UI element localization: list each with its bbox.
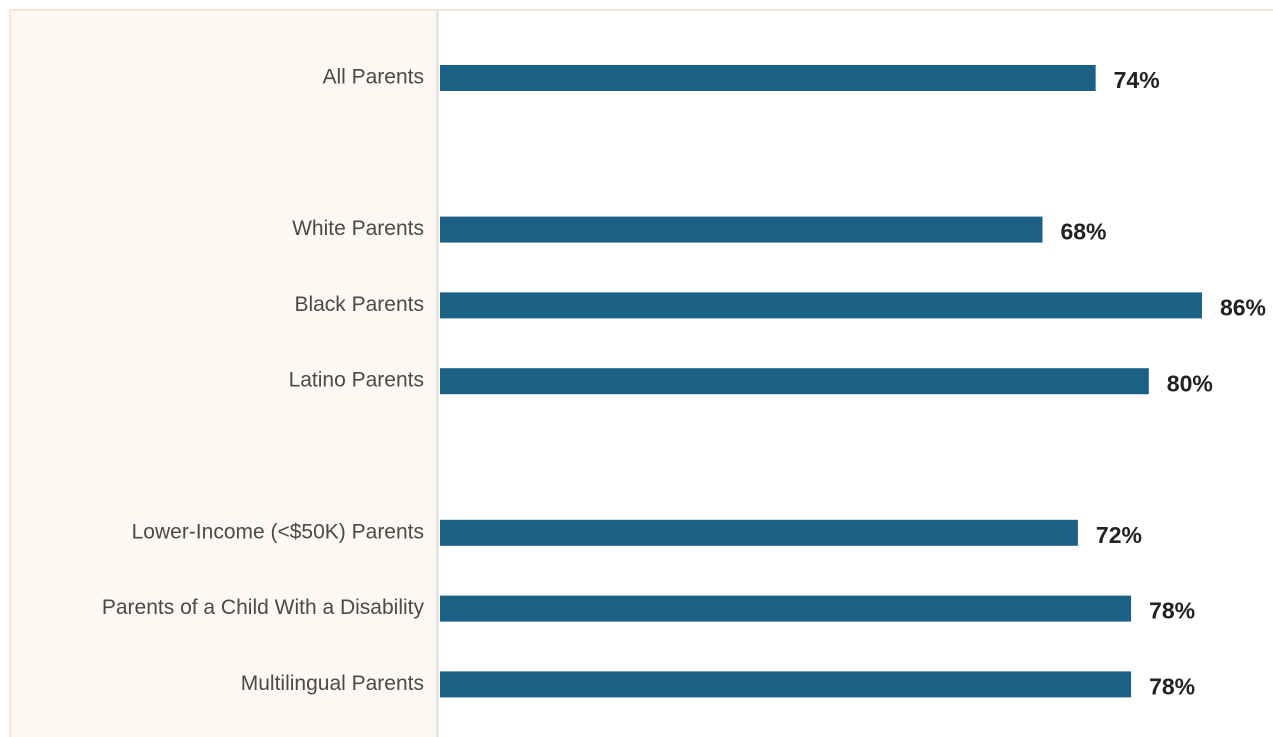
category-label: White Parents — [292, 217, 424, 240]
bar — [440, 595, 1132, 622]
bar — [440, 216, 1043, 243]
category-label: Parents of a Child With a Disability — [102, 596, 425, 619]
bar — [440, 671, 1132, 698]
category-label: Lower-Income (<$50K) Parents — [132, 520, 424, 543]
bar — [440, 65, 1096, 91]
category-label: Latino Parents — [289, 369, 424, 392]
value-label: 80% — [1167, 370, 1213, 396]
value-label: 86% — [1220, 294, 1266, 320]
bar — [440, 519, 1078, 546]
category-label: All Parents — [322, 66, 424, 89]
value-label: 72% — [1096, 522, 1142, 548]
category-label: Multilingual Parents — [241, 672, 424, 695]
value-label: 68% — [1060, 219, 1106, 245]
label-panel — [10, 10, 438, 737]
bar — [440, 292, 1202, 319]
value-label: 74% — [1114, 67, 1160, 93]
value-label: 78% — [1149, 598, 1195, 624]
bar — [440, 368, 1149, 395]
category-label: Black Parents — [294, 293, 424, 316]
value-label: 78% — [1149, 673, 1195, 699]
